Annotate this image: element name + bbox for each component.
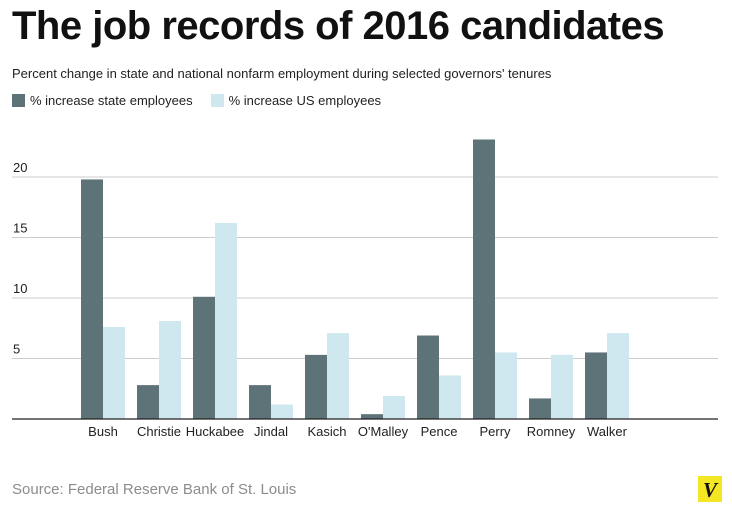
bar-us bbox=[383, 396, 405, 419]
bar-chart: 5 10 15 20 Bush Christie Huckabee Jindal Kasich O… bbox=[12, 139, 718, 439]
x-tick-label: Christie bbox=[137, 424, 181, 439]
chart-title: The job records of 2016 candidates bbox=[12, 4, 665, 48]
bar-state bbox=[361, 414, 383, 419]
legend-item-us: % increase US employees bbox=[210, 93, 382, 108]
x-tick-label: Perry bbox=[479, 424, 511, 439]
x-tick-label: Romney bbox=[527, 424, 576, 439]
bar-state bbox=[529, 398, 551, 419]
chart-subtitle: Percent change in state and national non… bbox=[12, 66, 552, 81]
bar-us bbox=[159, 320, 181, 419]
y-tick-label: 20 bbox=[13, 160, 27, 175]
x-tick-label: Kasich bbox=[307, 424, 346, 439]
x-tick-label: Walker bbox=[587, 424, 628, 439]
legend-label-state: % increase state employees bbox=[30, 93, 193, 108]
bar-state bbox=[305, 354, 327, 419]
y-tick-label: 10 bbox=[13, 281, 27, 296]
bar-state bbox=[137, 385, 159, 419]
x-tick-label: Bush bbox=[88, 424, 118, 439]
legend-swatch-state bbox=[12, 94, 25, 107]
bar-us bbox=[495, 352, 517, 419]
bar-us bbox=[327, 333, 349, 419]
bar-us bbox=[607, 333, 629, 419]
v-logo-icon: V bbox=[703, 478, 719, 502]
bar-state bbox=[193, 296, 215, 419]
x-tick-label: Pence bbox=[421, 424, 458, 439]
legend-item-state: % increase state employees bbox=[12, 93, 193, 108]
legend-label-us: % increase US employees bbox=[228, 93, 382, 108]
bar-us bbox=[103, 327, 125, 419]
y-tick-label: 15 bbox=[13, 221, 27, 236]
bar-us bbox=[271, 404, 293, 419]
x-tick-label: Jindal bbox=[254, 424, 288, 439]
bar-us bbox=[551, 354, 573, 419]
bar-state bbox=[417, 335, 439, 419]
bar-us bbox=[215, 222, 237, 419]
source-note: Source: Federal Reserve Bank of St. Loui… bbox=[12, 481, 297, 498]
bar-us bbox=[439, 375, 461, 419]
legend: % increase state employees % increase US… bbox=[12, 93, 399, 108]
bar-state bbox=[81, 179, 103, 419]
x-tick-label: Huckabee bbox=[186, 424, 245, 439]
bar-state bbox=[249, 385, 271, 419]
bar-state bbox=[585, 352, 607, 419]
vox-logo: V bbox=[698, 476, 722, 502]
logo-letter: V bbox=[703, 478, 719, 502]
legend-swatch-us bbox=[210, 94, 224, 107]
y-tick-label: 5 bbox=[13, 342, 20, 357]
x-tick-label: O'Malley bbox=[358, 424, 409, 439]
bar-state bbox=[473, 139, 495, 420]
